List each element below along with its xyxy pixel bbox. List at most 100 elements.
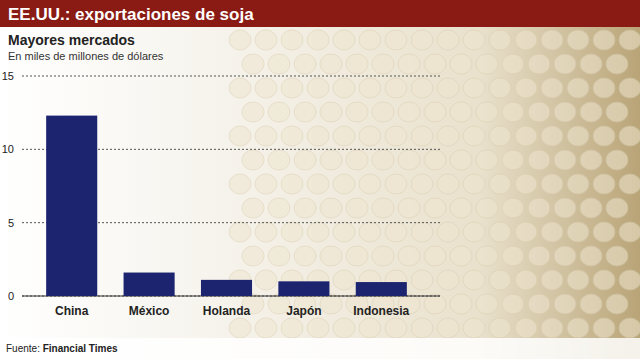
soy-bean: [580, 150, 602, 170]
soy-bean: [242, 150, 264, 170]
soy-bean: [593, 126, 615, 146]
soy-bean: [411, 174, 433, 194]
soy-bean: [411, 30, 433, 50]
x-tick-label: China: [55, 304, 89, 318]
soy-bean: [502, 102, 524, 122]
soy-bean: [346, 102, 368, 122]
chart: EE.UU.: exportaciones de sojaMayores mer…: [0, 0, 640, 359]
soy-bean: [476, 198, 498, 218]
soy-bean: [593, 30, 615, 50]
soy-bean: [281, 78, 303, 98]
soy-bean: [320, 294, 342, 314]
soy-bean: [463, 126, 485, 146]
soy-bean: [424, 198, 446, 218]
soy-bean: [567, 126, 589, 146]
soy-bean: [463, 174, 485, 194]
soy-bean: [229, 222, 251, 242]
soy-bean: [398, 54, 420, 74]
soy-bean: [372, 150, 394, 170]
soy-bean: [229, 30, 251, 50]
soy-bean: [450, 246, 472, 266]
soy-bean: [476, 246, 498, 266]
bars: [46, 116, 407, 296]
bar: [356, 282, 407, 296]
soy-bean: [541, 126, 563, 146]
soy-bean: [372, 246, 394, 266]
soy-bean: [619, 174, 640, 194]
soy-bean: [593, 174, 615, 194]
soy-bean: [385, 78, 407, 98]
soy-bean: [606, 150, 628, 170]
soy-bean: [541, 174, 563, 194]
bar: [278, 281, 329, 296]
soy-bean: [528, 246, 550, 266]
soy-bean: [424, 102, 446, 122]
soy-bean: [411, 318, 433, 338]
grid-line: [22, 76, 440, 77]
soy-bean: [502, 150, 524, 170]
soy-bean: [502, 198, 524, 218]
soy-bean: [450, 150, 472, 170]
soy-bean: [268, 150, 290, 170]
soy-bean: [424, 150, 446, 170]
soy-bean: [580, 102, 602, 122]
bar: [124, 273, 175, 296]
soy-bean: [255, 318, 277, 338]
soy-bean: [593, 318, 615, 338]
soy-bean: [294, 150, 316, 170]
soy-bean: [567, 270, 589, 290]
soy-bean: [515, 78, 537, 98]
soy-bean: [281, 222, 303, 242]
soy-bean: [359, 30, 381, 50]
soy-bean: [437, 78, 459, 98]
soy-bean: [476, 294, 498, 314]
soy-bean: [359, 318, 381, 338]
bar: [46, 116, 97, 296]
soy-bean: [515, 174, 537, 194]
soy-bean: [333, 78, 355, 98]
soy-bean: [307, 174, 329, 194]
soy-bean: [437, 126, 459, 146]
soy-bean: [463, 78, 485, 98]
soy-bean: [437, 174, 459, 194]
soy-bean: [372, 102, 394, 122]
soy-bean: [255, 30, 277, 50]
soy-bean: [229, 78, 251, 98]
soy-bean: [437, 30, 459, 50]
soy-bean: [242, 54, 264, 74]
soy-bean: [333, 222, 355, 242]
soy-bean: [528, 54, 550, 74]
soy-bean: [619, 222, 640, 242]
soy-bean: [476, 150, 498, 170]
grid: [22, 76, 440, 296]
soy-bean: [255, 78, 277, 98]
soy-bean: [411, 270, 433, 290]
soy-bean: [268, 198, 290, 218]
soy-bean: [398, 102, 420, 122]
soy-bean: [346, 150, 368, 170]
soy-bean: [593, 222, 615, 242]
soy-bean: [385, 126, 407, 146]
source-band: [0, 338, 640, 359]
y-tick-label: 5: [8, 217, 14, 229]
soy-bean: [554, 198, 576, 218]
soy-bean: [307, 78, 329, 98]
soy-bean: [437, 222, 459, 242]
soy-bean: [567, 78, 589, 98]
soy-bean: [528, 294, 550, 314]
soy-bean: [320, 198, 342, 218]
soy-bean: [281, 174, 303, 194]
subtitle: Mayores mercados: [8, 32, 135, 48]
soy-bean: [489, 78, 511, 98]
soy-bean: [450, 198, 472, 218]
x-tick-label: México: [129, 304, 170, 318]
soy-bean: [489, 30, 511, 50]
soy-bean: [437, 318, 459, 338]
soy-bean: [541, 222, 563, 242]
soy-bean: [606, 198, 628, 218]
soy-bean: [567, 174, 589, 194]
soy-bean: [333, 126, 355, 146]
soy-bean: [450, 54, 472, 74]
y-tick-label: 10: [2, 143, 14, 155]
soy-bean: [333, 318, 355, 338]
